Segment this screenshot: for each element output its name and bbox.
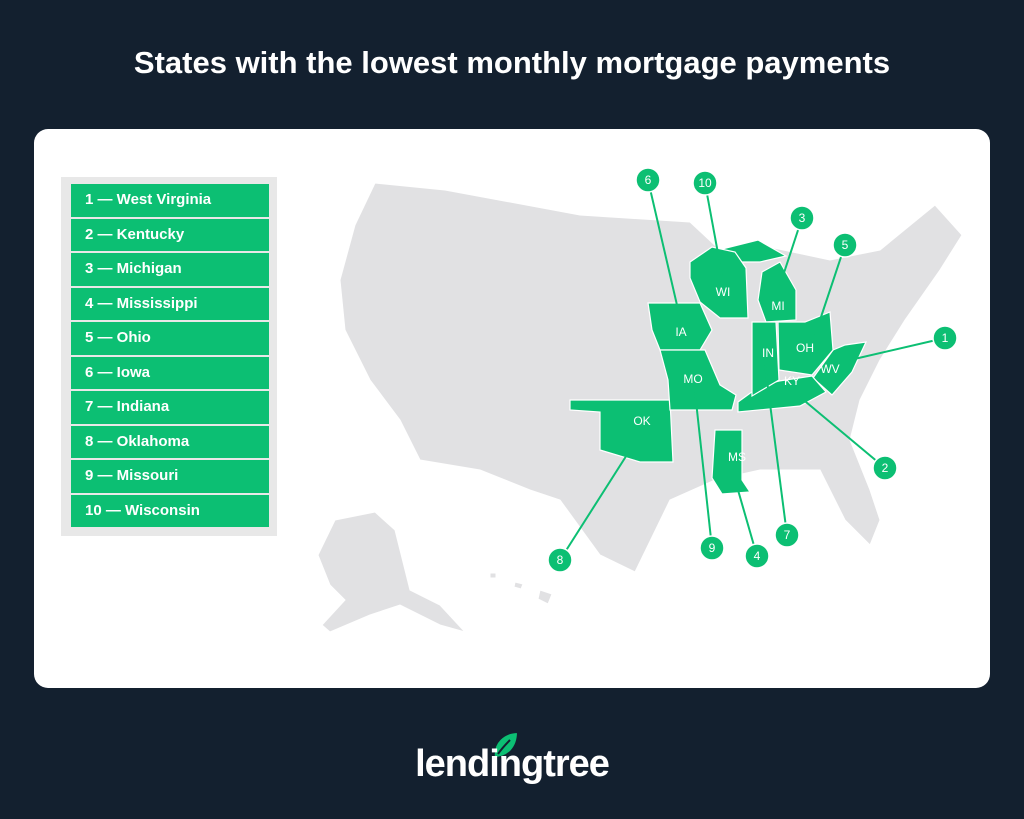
callout-line [704,182,723,276]
callout-line [799,396,886,469]
hawaii-outline [489,572,553,605]
rank-number: 10 [698,176,712,190]
page-title: States with the lowest monthly mortgage … [133,45,891,80]
state-ms [711,429,752,495]
legend-item: 3 — Michigan [71,253,269,286]
rank-number: 4 [754,549,761,563]
callout-line [764,364,788,536]
legend-item: 9 — Missouri [71,460,269,493]
legend-item: 2 — Kentucky [71,218,269,251]
rank-number: 9 [709,541,716,555]
logo-text: lendingtree [415,743,610,785]
state-label: MS [728,450,746,464]
rank-marker [832,232,858,258]
legend-item: 6 — Iowa [71,356,269,389]
state-mi [757,261,797,323]
rank-number: 8 [557,553,564,567]
state-label: WV [820,362,839,376]
state-label: IA [675,325,686,339]
rank-marker [789,205,815,231]
rank-marker [635,167,661,193]
state-label: IN [762,346,774,360]
rank-number: 2 [882,461,889,475]
state-label: WI [716,285,731,299]
rank-marker [692,170,718,196]
rank-marker [872,455,898,481]
callout-line [849,337,946,361]
leaf-icon [492,730,520,760]
legend-item: 7 — Indiana [71,391,269,424]
state-label: KY [784,374,800,388]
legend-item: 10 — Wisconsin [71,494,269,527]
state-mo [659,349,737,411]
rank-number: 6 [645,173,652,187]
lendingtree-logo: lendingtree [0,725,1024,785]
callout-line [559,449,631,561]
callout-line [814,244,846,336]
rank-marker [932,325,958,351]
state-wi [689,246,749,319]
alaska-outline [317,511,467,633]
rank-number: 1 [942,331,949,345]
callout-line [694,391,713,549]
state-in [751,321,780,398]
legend-item: 5 — Ohio [71,322,269,355]
ranking-legend: 1 — West Virginia 2 — Kentucky 3 — Michiga… [61,177,277,536]
rank-marker [547,547,573,573]
rank-marker [699,535,725,561]
rank-number: 7 [784,528,791,542]
state-label: OK [633,414,650,428]
rank-marker [774,522,800,548]
state-label: MI [771,299,784,313]
base-map [317,182,963,633]
legend-item: 8 — Oklahoma [71,425,269,458]
lower-48-outline [339,182,963,573]
legend-item: 1 — West Virginia [71,184,269,217]
rank-number: 5 [842,238,849,252]
state-label: MO [683,372,702,386]
state-label: OH [796,341,814,355]
rank-number: 3 [799,211,806,225]
callout-line [647,179,681,319]
legend-item: 4 — Mississippi [71,287,269,320]
rank-marker [744,543,770,569]
